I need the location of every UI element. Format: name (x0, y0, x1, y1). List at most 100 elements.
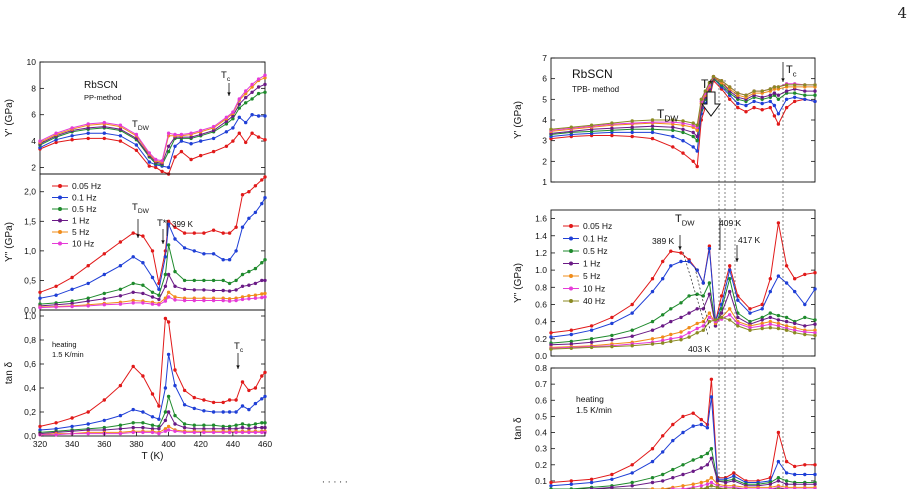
data-point (760, 89, 764, 93)
data-point (699, 422, 703, 427)
data-point (240, 295, 245, 299)
data-point (86, 304, 90, 308)
series-line (39, 83, 266, 165)
data-point (610, 338, 614, 342)
data-point (86, 264, 90, 268)
legend-marker (58, 241, 62, 246)
data-point (793, 99, 797, 104)
annotation-tc: Tc (786, 64, 797, 78)
data-point (166, 131, 171, 135)
data-point (630, 125, 634, 129)
y-tick-label: 0.2 (535, 334, 547, 344)
data-point (163, 429, 168, 433)
data-point (728, 277, 732, 281)
data-point (679, 251, 683, 255)
data-point (86, 131, 90, 135)
data-point (134, 143, 139, 147)
data-point (253, 210, 258, 215)
data-point (699, 97, 703, 102)
data-point (211, 288, 216, 293)
data-point (250, 131, 254, 135)
series-01Hz (38, 196, 267, 300)
data-point (131, 364, 135, 369)
series-line (39, 394, 265, 433)
data-point (732, 471, 736, 475)
y-tick-label: 0.6 (535, 299, 547, 309)
data-point (784, 459, 789, 464)
data-point (768, 277, 772, 281)
data-point (695, 268, 699, 272)
legend-entry: 5 Hz (72, 227, 89, 237)
data-point (182, 231, 187, 235)
data-point (263, 76, 267, 80)
data-point (650, 136, 655, 141)
data-point (173, 429, 177, 433)
legend-entry: 0.1 Hz (583, 234, 608, 244)
y-tick-label: 4 (31, 136, 36, 146)
annotation-tc: Tc (221, 70, 231, 83)
data-point (263, 421, 267, 425)
data-point (234, 249, 238, 253)
data-point (736, 321, 740, 326)
data-point (589, 324, 594, 328)
data-point (253, 266, 258, 271)
data-point (134, 132, 139, 137)
data-point (211, 149, 216, 154)
data-point (163, 427, 168, 431)
data-point (192, 430, 196, 435)
data-point (131, 231, 135, 235)
data-point (199, 132, 203, 137)
data-point (768, 326, 772, 330)
x-tick-label: 440 (226, 439, 240, 449)
data-point (691, 482, 695, 486)
data-point (784, 83, 789, 87)
data-point (709, 395, 714, 399)
data-point (163, 284, 168, 288)
data-point (70, 304, 74, 309)
data-point (131, 407, 135, 412)
data-point (803, 472, 807, 477)
data-point (192, 249, 196, 253)
data-point (687, 335, 691, 339)
data-point (813, 463, 817, 467)
data-point (669, 249, 673, 253)
y-tick-label: 0.4 (535, 428, 547, 438)
data-point (760, 324, 764, 328)
data-point (199, 153, 203, 158)
data-point (211, 128, 216, 133)
data-point (589, 123, 594, 127)
data-point (247, 283, 251, 287)
data-point (752, 89, 756, 93)
data-point (166, 428, 171, 432)
data-point (244, 140, 248, 145)
y-tick-label: 2,0 (24, 187, 36, 197)
data-point (141, 421, 145, 425)
data-point (118, 413, 123, 418)
data-point (691, 424, 695, 428)
data-point (102, 425, 107, 430)
data-point (813, 271, 817, 275)
legend-marker (569, 249, 573, 253)
data-point (803, 93, 807, 97)
data-point (244, 120, 248, 125)
data-point (150, 275, 155, 280)
y-tick-label: 0.1 (535, 476, 547, 486)
legend-marker (58, 207, 62, 211)
data-point (776, 459, 781, 464)
data-point (776, 313, 781, 318)
data-point (189, 131, 193, 135)
annotation-tdw-2: TDW (132, 202, 150, 215)
data-point (768, 289, 772, 294)
annotation-heating: heating (576, 394, 604, 404)
data-point (687, 326, 691, 330)
data-point (141, 425, 145, 430)
data-point (736, 315, 740, 320)
data-point (102, 252, 107, 256)
data-point (102, 136, 107, 141)
data-point (163, 255, 168, 259)
data-point (707, 315, 712, 320)
data-point (141, 291, 145, 296)
data-point (719, 294, 724, 298)
data-point (803, 97, 807, 102)
